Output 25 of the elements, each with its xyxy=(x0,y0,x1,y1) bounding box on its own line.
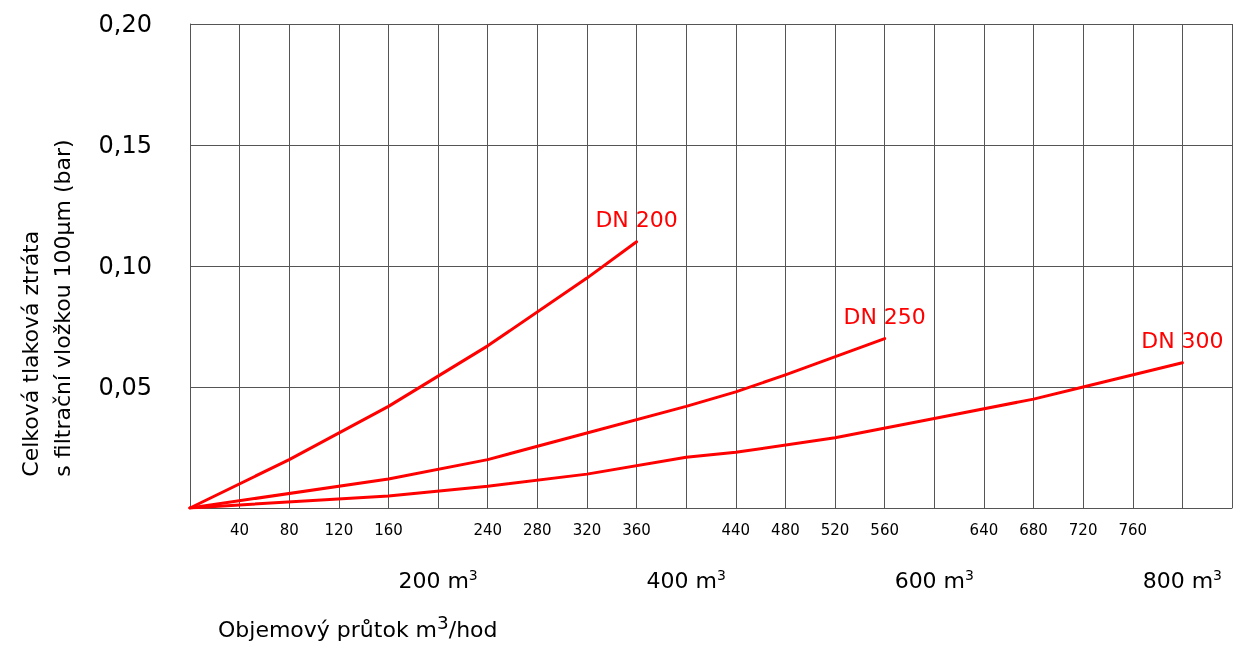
y-tick-label: 0,15 xyxy=(98,131,152,159)
series-label: DN 300 xyxy=(1141,328,1224,354)
x-axis-title: Objemový průtok m$^{3}$/hod xyxy=(218,612,498,643)
y-axis-title: Celková tlaková ztráta s filtrační vložkou 100μm (bar) xyxy=(17,139,75,477)
x-tick-label: 80 xyxy=(279,520,299,539)
x-tick-label: 480 xyxy=(771,520,800,539)
x-tick-label: 240 xyxy=(473,520,503,539)
x-tick-label: 560 xyxy=(870,520,899,539)
x-tick-label: 520 xyxy=(820,520,850,539)
x-tick-label: 680 xyxy=(1019,520,1048,539)
y-tick-label: 0,20 xyxy=(98,10,152,38)
y-tick-label: 0,05 xyxy=(98,373,152,401)
x-tick-label: 160 xyxy=(374,520,403,539)
x-tick-label: 640 xyxy=(969,520,999,539)
x-tick-label: 440 xyxy=(721,520,751,539)
x-tick-label: 40 xyxy=(230,520,250,539)
y-tick-label: 0,10 xyxy=(98,252,152,280)
series-label: DN 200 xyxy=(595,207,678,233)
x-tick-label: 360 xyxy=(622,520,651,539)
x-tick-label: 720 xyxy=(1068,520,1098,539)
x-tick-label: 760 xyxy=(1118,520,1148,539)
x-tick-label: 120 xyxy=(324,520,354,539)
x-tick-label: 320 xyxy=(572,520,602,539)
x-tick-label: 280 xyxy=(523,520,552,539)
series-label: DN 250 xyxy=(843,304,926,330)
